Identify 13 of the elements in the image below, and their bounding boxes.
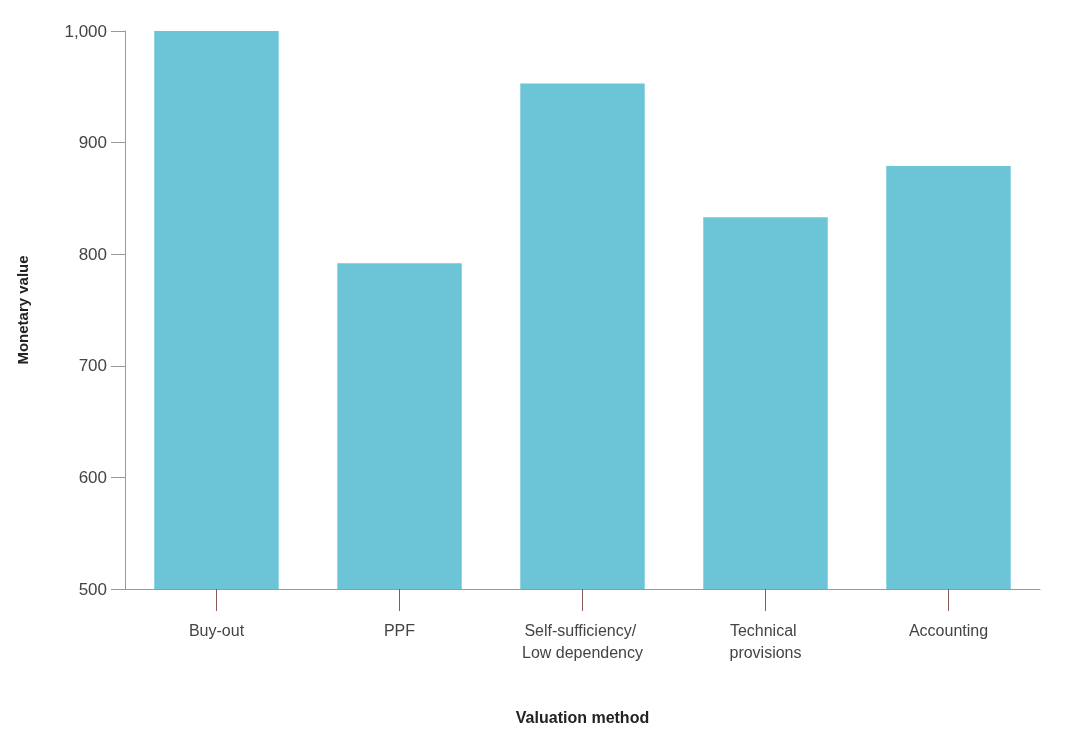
x-tick-label: PPF (383, 621, 416, 639)
x-tick-label: Self-sufficiency/ Low dependency (522, 621, 643, 661)
x-axis-title: Valuation method (515, 708, 650, 726)
x-tick-label: Accounting (908, 621, 989, 639)
y-tick-label: 1,000 (64, 21, 107, 41)
x-tick-label: Technical provisions (729, 621, 802, 661)
y-tick-label: 800 (78, 244, 107, 264)
y-tick-label: 700 (78, 356, 107, 376)
x-tick-label: Buy-out (188, 621, 245, 639)
y-axis-title: Monetary value (14, 255, 31, 365)
y-tick-label: 600 (78, 467, 107, 487)
y-tick-label: 500 (78, 579, 107, 599)
y-tick-label: 900 (78, 133, 107, 153)
